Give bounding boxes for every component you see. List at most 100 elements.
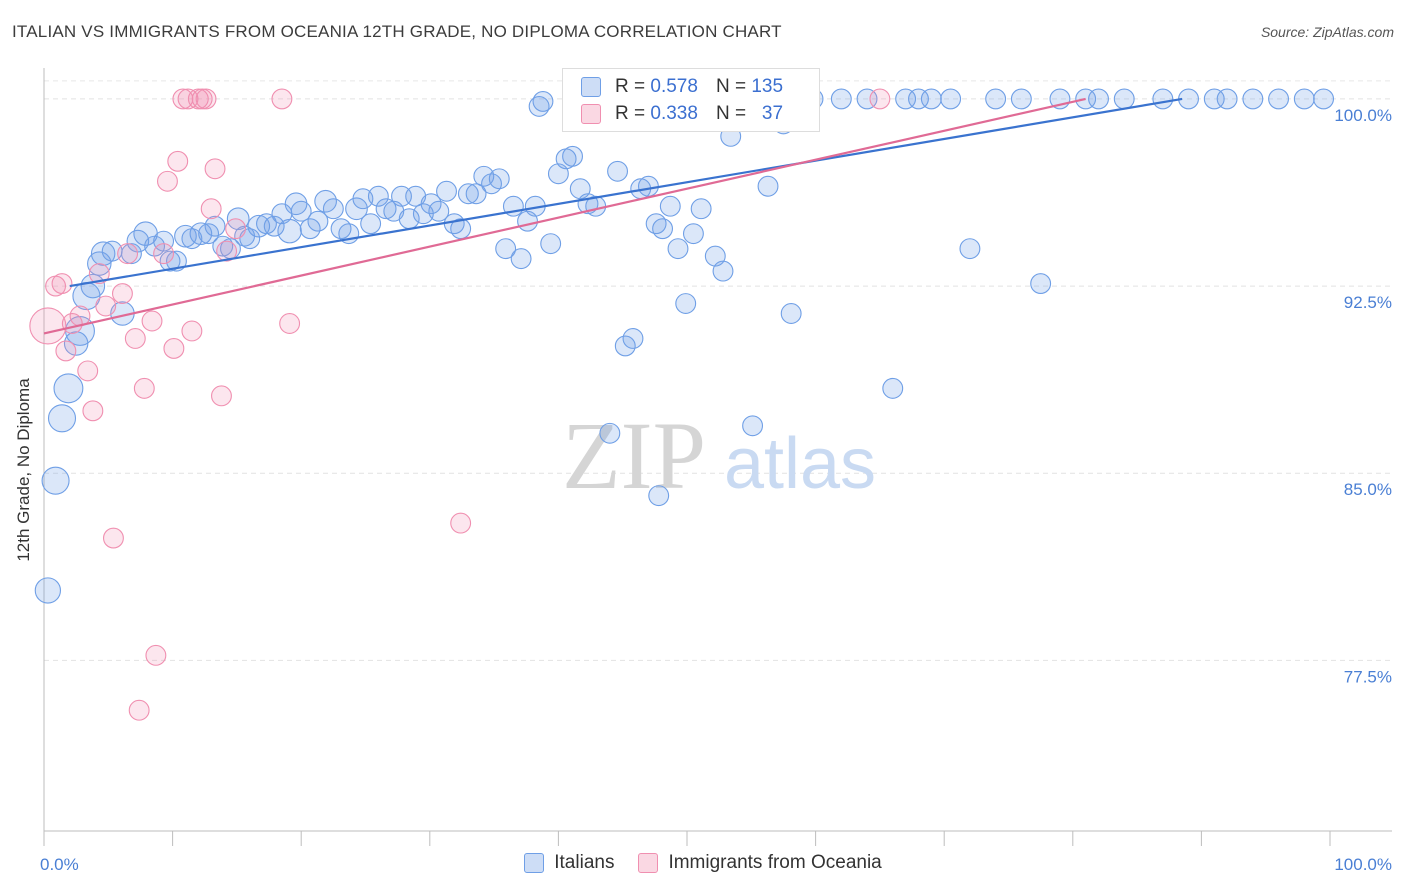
italians-point <box>648 485 670 507</box>
italians-point <box>757 175 779 197</box>
italians-point <box>290 200 312 222</box>
legend-row-italians: R = 0.578 N = 135 <box>581 74 783 100</box>
italians-point <box>780 303 802 324</box>
italians-point <box>1203 88 1225 110</box>
oceania-point <box>167 150 189 172</box>
italians-point <box>659 195 681 217</box>
oceania-point <box>211 385 232 407</box>
italians-point <box>959 238 981 260</box>
correlation-legend: R = 0.578 N = 135 R = 0.338 N = 37 <box>562 68 820 132</box>
italians-point <box>495 238 517 260</box>
watermark: ZIP atlas <box>562 402 876 509</box>
italians-point <box>34 577 62 604</box>
y-tick-label: 77.5% <box>1344 667 1392 686</box>
italians-point <box>299 218 321 240</box>
italians-point <box>940 88 962 110</box>
italians-point <box>488 168 510 190</box>
italians-point <box>263 215 285 237</box>
italians-point <box>375 198 397 220</box>
italians-point <box>277 218 302 244</box>
italians-point <box>1152 88 1174 110</box>
italians-point <box>314 189 337 213</box>
italians-point <box>166 250 187 272</box>
oceania-point <box>204 158 226 180</box>
italians-point <box>667 238 689 260</box>
legend-item-oceania: Immigrants from Oceania <box>638 852 882 874</box>
italians-point <box>742 415 764 437</box>
italians-point <box>465 183 487 205</box>
italians-point <box>614 335 636 357</box>
trend-lines <box>43 97 1183 335</box>
oceania-trend-line <box>43 97 1086 335</box>
r-value: 0.578 <box>650 76 698 97</box>
oceania-point <box>181 320 203 342</box>
oceania-point <box>117 243 139 265</box>
italians-point <box>1113 88 1135 110</box>
italians-point <box>675 293 697 314</box>
n-label: N = <box>715 103 747 124</box>
oceania-point <box>869 88 891 110</box>
oceania-point <box>141 310 163 332</box>
italians-point <box>239 228 261 250</box>
oceania-point <box>51 273 73 295</box>
italians-point <box>367 185 389 207</box>
italians-point <box>599 422 621 444</box>
oceania-point <box>88 263 110 285</box>
oceania-point <box>77 360 99 382</box>
italians-point <box>256 213 277 235</box>
tick-labels: 100.0% 92.5% 85.0% 77.5% 0.0% 100.0% <box>40 106 1392 874</box>
legend-swatch-italians <box>524 853 545 873</box>
legend-item-italians: Italians <box>524 852 614 874</box>
italians-point <box>622 328 644 349</box>
italians-point <box>1088 88 1109 110</box>
italians-point <box>436 180 457 202</box>
italians-point <box>457 183 479 205</box>
italians-point <box>510 248 532 270</box>
oceania-point <box>102 527 124 549</box>
oceania-point <box>153 243 175 265</box>
r-label: R = <box>615 76 646 97</box>
legend-swatch-italians <box>581 77 601 97</box>
series-legend: Italians Immigrants from Oceania <box>0 852 1406 874</box>
italians-point <box>652 218 674 240</box>
legend-swatch-oceania <box>638 853 659 873</box>
italians-point <box>1010 88 1032 110</box>
italians-point <box>690 198 712 220</box>
italians-point <box>856 88 878 110</box>
oceania-point <box>225 218 247 240</box>
oceania-point <box>279 313 301 334</box>
legend-label-italians: Italians <box>554 852 615 873</box>
oceania-point <box>157 170 178 192</box>
italians-point <box>90 241 116 266</box>
italians-point <box>712 260 734 282</box>
oceania-point <box>29 307 67 345</box>
italians-point <box>908 88 929 110</box>
oceania-point <box>82 400 104 422</box>
watermark-zip: ZIP <box>562 402 706 509</box>
italians-point <box>153 230 175 252</box>
italians-point <box>420 193 442 215</box>
legend-row-oceania: R = 0.338 N = 37 <box>581 101 783 127</box>
y-tick-label: 100.0% <box>1334 106 1392 125</box>
y-tick-label: 92.5% <box>1344 293 1392 312</box>
oceania-point <box>128 699 150 721</box>
italians-point <box>345 197 368 221</box>
italians-point <box>53 373 84 404</box>
oceania-point <box>124 328 146 349</box>
n-value: 37 <box>761 103 784 124</box>
italians-point <box>360 213 382 235</box>
italians-point <box>607 160 629 182</box>
oceania-point <box>195 88 217 110</box>
chart-title: ITALIAN VS IMMIGRANTS FROM OCEANIA 12TH … <box>12 22 782 41</box>
oceania-point <box>55 340 77 362</box>
legend-label-oceania: Immigrants from Oceania <box>668 852 882 873</box>
oceania-point <box>133 377 155 399</box>
x-tick-label: 100.0% <box>1334 855 1392 874</box>
italians-point <box>41 466 70 495</box>
r-value: 0.338 <box>650 103 698 124</box>
italians-point <box>1293 88 1315 110</box>
italians-point <box>920 88 942 110</box>
italians-point <box>473 165 495 187</box>
grid-lines <box>44 80 1392 661</box>
